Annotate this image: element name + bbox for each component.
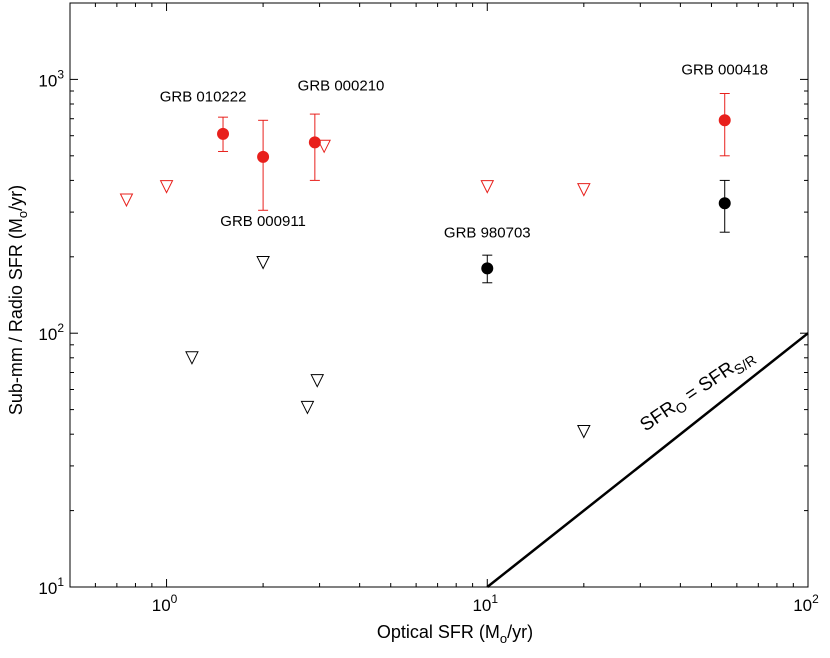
plot-frame [69,2,809,588]
grb-label: GRB 000210 [298,77,385,94]
x-tick-label: 100 [152,592,178,615]
y-axis-label: Sub-mm / Radio SFR (Mo/yr) [6,185,30,415]
upper-limit-marker [119,193,134,208]
data-point [308,136,321,149]
data-point [257,150,270,163]
data-point [481,262,494,275]
y-tick-label: 101 [38,575,64,598]
upper-limit-marker [577,183,591,197]
upper-limit-marker [310,374,325,388]
grb-label: GRB 010222 [160,88,247,105]
data-point [718,197,731,210]
x-tick-label: 102 [793,592,819,615]
annotations: GRB 010222 GRB 000210 GRB 000911 GRB 980703… [160,62,768,242]
grb-label: GRB 000418 [681,62,768,79]
x-tick-label: 101 [472,592,498,615]
reference-line-label: SFRO = SFRS/R [636,345,759,439]
plot-marks [119,92,809,588]
axis-ticks: 100 101 102 101 102 103 [38,2,819,615]
upper-limit-marker [159,180,174,194]
x-axis-label: Optical SFR (Mo/yr) [377,622,533,646]
upper-limit-marker [577,424,591,439]
data-point [217,127,230,140]
y-tick-label: 102 [38,321,64,344]
upper-limit-marker [300,400,315,415]
upper-limit-marker [185,351,199,365]
upper-limit-marker [480,180,495,194]
grb-label: GRB 980703 [444,225,531,242]
y-tick-label: 103 [38,67,64,90]
upper-limit-marker [317,139,331,154]
upper-limit-marker [256,255,270,270]
data-point [718,114,731,127]
reference-line [486,332,809,588]
grb-label: GRB 000911 [220,213,306,230]
